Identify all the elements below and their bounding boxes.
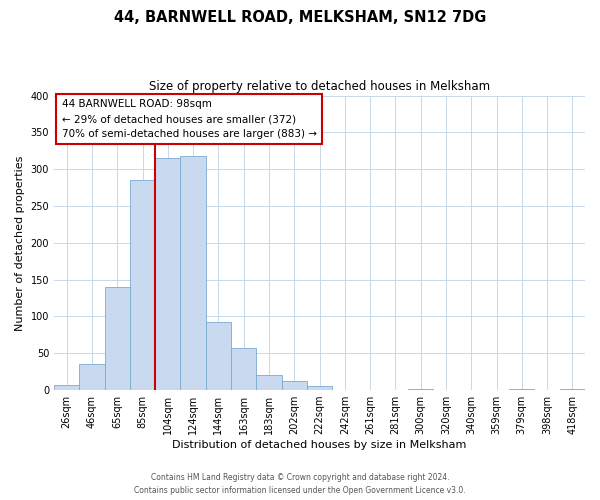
Text: 44, BARNWELL ROAD, MELKSHAM, SN12 7DG: 44, BARNWELL ROAD, MELKSHAM, SN12 7DG — [114, 10, 486, 25]
Bar — [104, 287, 130, 390]
Bar — [231, 348, 256, 390]
Bar — [256, 376, 281, 390]
Bar — [54, 385, 79, 390]
Bar — [79, 364, 104, 390]
Title: Size of property relative to detached houses in Melksham: Size of property relative to detached ho… — [149, 80, 490, 93]
Bar — [181, 156, 206, 390]
Bar — [130, 180, 155, 390]
Text: Contains HM Land Registry data © Crown copyright and database right 2024.
Contai: Contains HM Land Registry data © Crown c… — [134, 474, 466, 495]
Bar — [155, 158, 181, 390]
Bar — [281, 381, 307, 390]
Text: 44 BARNWELL ROAD: 98sqm
← 29% of detached houses are smaller (372)
70% of semi-d: 44 BARNWELL ROAD: 98sqm ← 29% of detache… — [62, 99, 317, 139]
Bar — [206, 322, 231, 390]
Bar — [408, 388, 433, 390]
Y-axis label: Number of detached properties: Number of detached properties — [15, 155, 25, 330]
Bar — [307, 386, 332, 390]
X-axis label: Distribution of detached houses by size in Melksham: Distribution of detached houses by size … — [172, 440, 467, 450]
